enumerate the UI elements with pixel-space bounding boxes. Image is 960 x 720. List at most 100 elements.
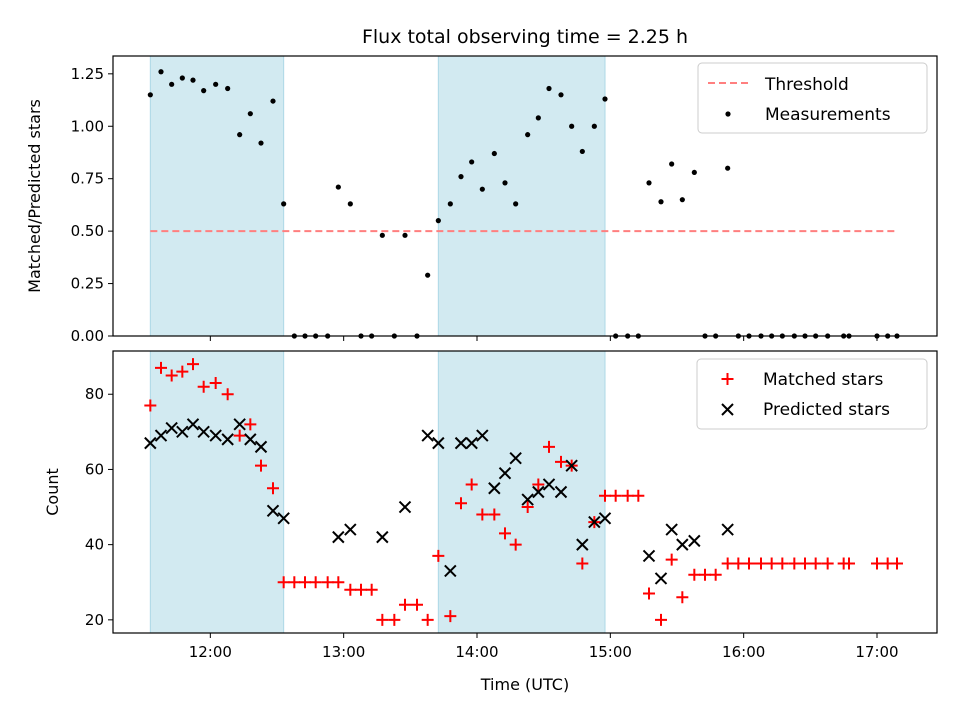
- matched-stars-point-21: [376, 613, 389, 626]
- predicted-stars-point-11: [266, 504, 280, 518]
- bot-x-tick-label-0: 12:00: [189, 643, 232, 661]
- top-legend-box: [697, 62, 928, 134]
- top-shaded-region-0: [149, 55, 285, 337]
- matched-stars-point-35: [532, 478, 545, 491]
- predicted-stars-point-32: [588, 515, 601, 529]
- top-y-tick-label-3: 0.75: [71, 170, 104, 188]
- measurements-point-27: [447, 201, 453, 207]
- matched-stars-point-6: [209, 376, 222, 389]
- predicted-stars-point-4: [186, 418, 200, 431]
- matched-stars-point-29: [465, 478, 478, 491]
- predicted-stars-point-21: [465, 436, 478, 450]
- measurements-point-36: [546, 85, 552, 92]
- measurements-point-21: [379, 232, 385, 238]
- matched-stars-point-7: [221, 388, 234, 401]
- predicted-stars-point-35: [654, 572, 668, 585]
- predicted-stars-point-15: [376, 530, 389, 544]
- matched-stars-point-46: [655, 613, 667, 626]
- matched-stars-point-52: [721, 557, 734, 570]
- matched-stars-point-10: [255, 459, 267, 472]
- measurements-point-9: [247, 111, 253, 117]
- matched-stars-point-19: [355, 583, 367, 596]
- measurements-point-48: [679, 197, 685, 203]
- top-shaded-region-1: [437, 55, 606, 337]
- matched-stars-point-22: [388, 613, 401, 626]
- predicted-stars-point-8: [233, 418, 246, 431]
- predicted-stars-point-22: [476, 429, 489, 442]
- matched-stars-point-15: [309, 576, 322, 589]
- predicted-stars-point-39: [721, 523, 734, 536]
- matched-stars-point-37: [555, 455, 567, 468]
- matched-stars-point-11: [267, 482, 279, 495]
- measurements-point-40: [591, 123, 597, 129]
- matched-stars-point-4: [187, 358, 199, 371]
- predicted-stars-point-30: [565, 459, 578, 472]
- top-axes-frame: [112, 55, 938, 337]
- predicted-stars-point-25: [509, 451, 522, 465]
- measurements-point-6: [213, 81, 219, 87]
- matched-stars-point-43: [621, 489, 634, 502]
- measurements-point-49: [691, 169, 697, 176]
- matched-stars-point-41: [599, 489, 611, 502]
- measurements-point-45: [646, 180, 652, 186]
- matched-stars-point-55: [755, 557, 767, 570]
- measurements-point-10: [258, 140, 264, 146]
- measurements-point-7: [225, 85, 231, 92]
- matched-stars-point-60: [809, 557, 822, 570]
- bot-x-tick-label-4: 16:00: [722, 643, 765, 661]
- top-y-tick-label-5: 1.25: [71, 65, 104, 83]
- top-y-tick-label-1: 0.25: [71, 275, 104, 293]
- matched-stars-point-61: [821, 557, 834, 570]
- measurements-point-26: [435, 218, 441, 224]
- measurements-point-41: [602, 96, 608, 102]
- top-y-axis-label: Matched/Predicted stars: [25, 99, 44, 293]
- bot-shaded-region-1: [437, 350, 606, 634]
- predicted-stars-point-37: [676, 538, 689, 551]
- predicted-stars-point-9: [244, 433, 257, 446]
- legend-measurements-marker: [725, 111, 731, 117]
- measurements-point-35: [535, 115, 541, 121]
- top-panel: 0.00 0.25 0.50 0.75 1.00 1.25 Flux total obse…: [25, 26, 938, 345]
- matched-stars-point-5: [197, 380, 210, 393]
- legend-measurements-label: Measurements: [765, 105, 891, 125]
- matched-stars-point-57: [776, 557, 789, 570]
- bot-x-tick-label-3: 15:00: [589, 643, 632, 661]
- legend-predicted-label: Predicted stars: [763, 400, 890, 420]
- matched-stars-point-64: [871, 557, 883, 570]
- matched-stars-point-1: [155, 361, 167, 374]
- top-chart-title: Flux total observing time = 2.25 h: [362, 26, 688, 48]
- bottom-legend-box: [696, 358, 928, 430]
- predicted-stars-point-3: [176, 425, 189, 439]
- matched-stars-point-30: [476, 508, 489, 521]
- top-y-tick-label-2: 0.50: [71, 222, 104, 240]
- predicted-stars-point-27: [532, 485, 545, 499]
- bot-y-tick-label-0: 20: [85, 611, 104, 629]
- predicted-stars-point-6: [209, 429, 222, 442]
- matched-stars-point-23: [399, 598, 411, 611]
- measurements-point-38: [569, 123, 575, 129]
- measurements-point-29: [469, 159, 475, 165]
- predicted-stars-point-14: [344, 523, 357, 536]
- measurements-point-3: [179, 75, 185, 81]
- predicted-stars-point-26: [521, 493, 534, 506]
- predicted-stars-point-24: [498, 466, 512, 480]
- matched-stars-point-34: [521, 501, 534, 514]
- matched-stars-point-51: [709, 568, 722, 581]
- matched-stars-point-16: [321, 576, 334, 589]
- measurements-point-52: [725, 165, 731, 171]
- measurements-point-31: [491, 150, 497, 157]
- matched-stars-point-42: [609, 489, 622, 502]
- matched-stars-point-63: [843, 557, 855, 570]
- bot-x-tick-label-1: 13:00: [322, 643, 365, 661]
- bot-x-tick-label-5: 17:00: [855, 643, 898, 661]
- matched-stars-point-48: [676, 591, 689, 604]
- matched-stars-point-45: [643, 587, 655, 600]
- measurements-point-32: [502, 180, 508, 186]
- measurements-point-8: [237, 132, 243, 138]
- matched-stars-point-0: [144, 399, 157, 412]
- matched-stars-point-28: [455, 497, 467, 510]
- bot-y-tick-label-1: 40: [85, 536, 104, 554]
- matched-stars-point-66: [891, 557, 903, 570]
- matched-stars-point-54: [743, 557, 755, 570]
- bot-y-tick-label-2: 60: [85, 460, 104, 478]
